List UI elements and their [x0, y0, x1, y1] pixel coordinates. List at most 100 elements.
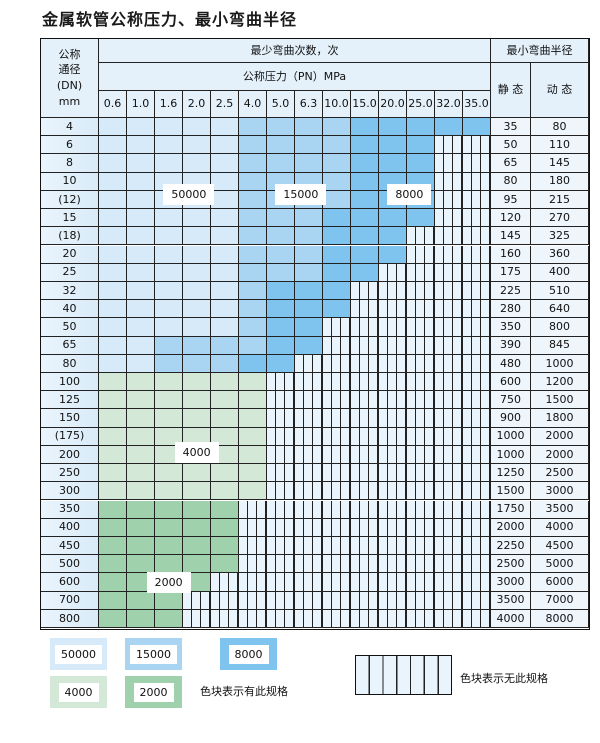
dynamic-radius-cell: 2500 — [531, 464, 589, 483]
spec-cell — [99, 500, 127, 519]
spec-table: 公称 通径 (DN) mm 最少弯曲次数，次 公称压力（PN）MPa 0.6 1.0 1.6 2.… — [40, 38, 590, 630]
spec-cell — [211, 281, 239, 301]
spec-cell — [99, 518, 127, 537]
no-spec-cell — [435, 190, 463, 210]
no-spec-cell — [379, 391, 407, 410]
dynamic-radius-cell: 1500 — [531, 391, 589, 410]
no-spec-cell — [239, 591, 267, 610]
static-radius-cell: 750 — [491, 391, 531, 410]
spec-cell — [99, 245, 127, 264]
spec-cell — [127, 300, 155, 319]
dn-cell: 450 — [41, 536, 99, 556]
spec-cell — [239, 482, 267, 501]
spec-cell — [211, 300, 239, 319]
no-spec-cell — [267, 518, 295, 537]
no-spec-cell — [435, 536, 463, 556]
spec-cell — [295, 318, 323, 337]
spec-cell — [211, 482, 239, 501]
no-spec-cell — [323, 591, 351, 610]
static-radius-cell: 2250 — [491, 536, 531, 556]
bend-count-header: 最少弯曲次数，次 — [99, 39, 491, 63]
no-spec-cell — [463, 500, 491, 519]
spec-cell — [127, 464, 155, 483]
no-spec-cell — [379, 518, 407, 537]
spec-cell — [127, 500, 155, 519]
no-spec-cell — [463, 482, 491, 501]
no-spec-cell — [435, 464, 463, 483]
no-spec-cell — [295, 536, 323, 556]
no-spec-cell — [267, 555, 295, 574]
no-spec-cell — [435, 573, 463, 592]
spec-cell — [323, 245, 351, 264]
dynamic-radius-cell: 400 — [531, 263, 589, 282]
spec-cell — [183, 373, 211, 392]
no-spec-cell — [407, 573, 435, 592]
bend-count-label-50000: 50000 — [163, 183, 215, 205]
static-radius-cell: 1000 — [491, 445, 531, 465]
spec-cell — [351, 245, 379, 264]
spec-cell — [267, 136, 295, 155]
bend-count-label-15000: 15000 — [275, 183, 327, 205]
no-spec-cell — [351, 609, 379, 628]
no-spec-cell — [463, 281, 491, 301]
static-radius-cell: 390 — [491, 336, 531, 355]
legend-label: 15000 — [130, 644, 177, 664]
spec-cell — [239, 300, 267, 319]
spec-cell — [183, 263, 211, 282]
static-radius-cell: 120 — [491, 209, 531, 228]
no-spec-cell — [463, 373, 491, 392]
no-spec-cell — [379, 373, 407, 392]
spec-cell — [183, 136, 211, 155]
spec-cell — [127, 427, 155, 446]
spec-cell — [323, 281, 351, 301]
spec-cell — [127, 318, 155, 337]
static-radius-cell: 1000 — [491, 427, 531, 446]
no-spec-cell — [379, 464, 407, 483]
no-spec-cell — [211, 609, 239, 628]
no-spec-cell — [267, 609, 295, 628]
no-spec-cell — [211, 591, 239, 610]
spec-cell — [211, 118, 239, 137]
no-spec-cell — [239, 518, 267, 537]
spec-cell — [239, 136, 267, 155]
spec-cell — [323, 154, 351, 173]
dynamic-radius-cell: 7000 — [531, 591, 589, 610]
no-spec-cell — [407, 482, 435, 501]
spec-cell — [99, 482, 127, 501]
dynamic-radius-cell: 4500 — [531, 536, 589, 556]
dn-header: 公称 通径 (DN) mm — [41, 39, 99, 118]
no-spec-cell — [463, 445, 491, 465]
no-spec-cell — [435, 245, 463, 264]
no-spec-cell — [323, 464, 351, 483]
spec-cell — [99, 391, 127, 410]
spec-cell — [211, 373, 239, 392]
dynamic-radius-cell: 640 — [531, 300, 589, 319]
no-spec-cell — [323, 573, 351, 592]
bend-count-label-8000: 8000 — [387, 183, 432, 205]
spec-cell — [99, 373, 127, 392]
no-spec-cell — [351, 391, 379, 410]
dn-cell: 6 — [41, 136, 99, 155]
spec-cell — [295, 118, 323, 137]
spec-cell — [155, 263, 183, 282]
spec-cell — [127, 336, 155, 355]
spec-cell — [267, 245, 295, 264]
no-spec-cell — [379, 336, 407, 355]
pn-header: 公称压力（PN）MPa — [99, 63, 491, 91]
spec-cell — [295, 263, 323, 282]
spec-cell — [407, 209, 435, 228]
spec-cell — [211, 227, 239, 246]
spec-cell — [379, 136, 407, 155]
dn-cell: (12) — [41, 190, 99, 210]
dn-cell: 40 — [41, 300, 99, 319]
no-spec-cell — [351, 336, 379, 355]
static-radius-cell: 3500 — [491, 591, 531, 610]
no-spec-cell — [323, 482, 351, 501]
spec-cell — [435, 118, 463, 137]
spec-cell — [183, 209, 211, 228]
dn-header-line: (DN) — [56, 79, 83, 92]
spec-cell — [239, 172, 267, 191]
no-spec-cell — [267, 427, 295, 446]
no-spec-cell — [267, 409, 295, 428]
spec-cell — [323, 136, 351, 155]
